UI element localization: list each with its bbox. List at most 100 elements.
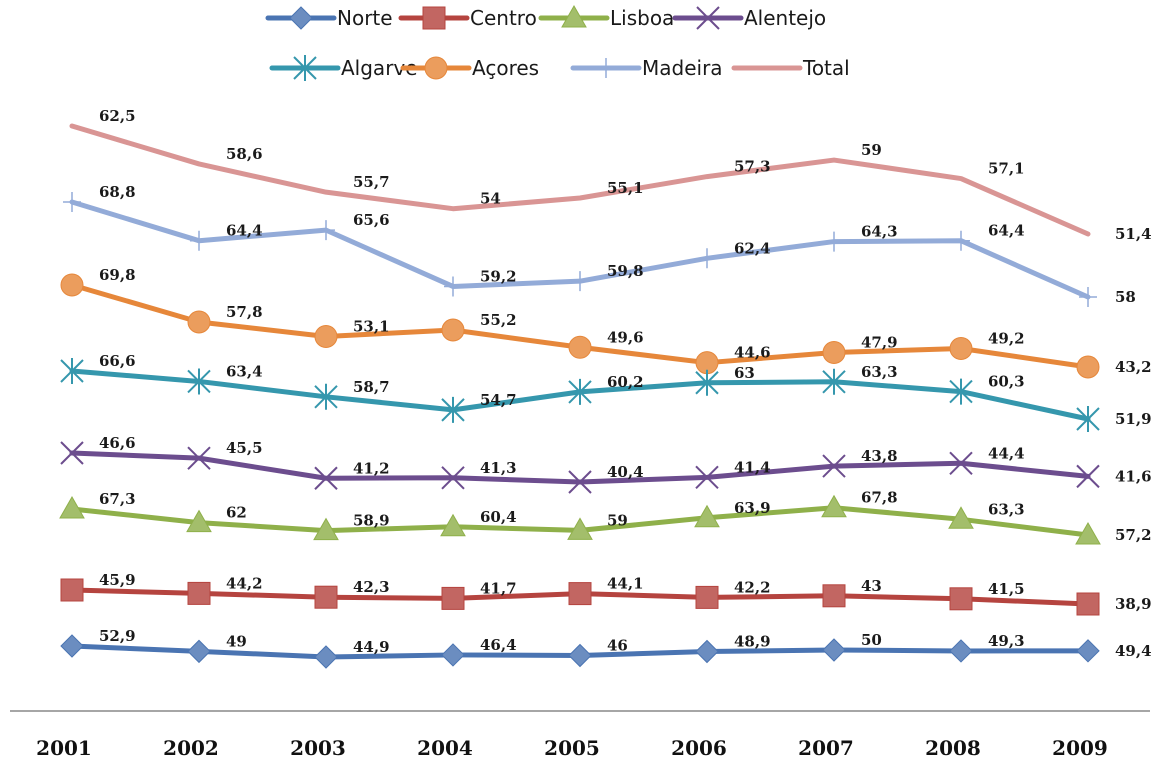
marker-norte-2006 (695, 639, 719, 664)
x-tick-label-2009: 2009 (1052, 736, 1108, 760)
data-label-centro-2004: 41,7 (480, 579, 517, 597)
marker-lisboa-2006 (694, 504, 720, 528)
data-label-centro-2003: 42,3 (353, 578, 390, 596)
data-label-madeira-2001: 68,8 (99, 183, 136, 201)
data-label-alentejo-2005: 40,4 (607, 463, 644, 481)
series-norte (60, 634, 1100, 669)
data-label-algarve-2009: 51,9 (1115, 410, 1152, 428)
legend-marker-lisboa (561, 4, 587, 28)
data-label-madeira-2008: 64,4 (988, 222, 1025, 240)
legend-label-centro: Centro (470, 6, 537, 30)
series-lisboa (59, 494, 1101, 545)
marker-madeira-2003 (317, 220, 335, 241)
data-label-norte-2005: 46 (607, 636, 628, 654)
data-label-centro-2001: 45,9 (99, 571, 136, 589)
series-algarve (60, 358, 1100, 432)
data-label-total-2008: 57,1 (988, 160, 1025, 178)
data-label-algarve-2004: 54,7 (480, 391, 517, 409)
marker-madeira-2004 (444, 276, 462, 297)
marker-centro-2001 (60, 578, 84, 602)
data-label-acores-2009: 43,2 (1115, 358, 1152, 376)
marker-norte-2008 (949, 639, 973, 663)
marker-alentejo-2006 (695, 465, 719, 490)
series-line-alentejo (69, 450, 1091, 485)
marker-lisboa-2005 (567, 517, 593, 540)
data-label-acores-2006: 44,6 (734, 344, 771, 362)
marker-algarve-2009 (1076, 406, 1100, 432)
legend-item-acores: Açores (400, 56, 539, 80)
x-tick-label-2006: 2006 (671, 736, 727, 760)
data-label-total-2007: 59 (861, 141, 882, 159)
data-label-norte-2008: 49,3 (988, 632, 1025, 650)
data-label-norte-2002: 49 (226, 632, 247, 650)
series-alentejo (60, 441, 1100, 494)
data-label-total-2009: 51,4 (1115, 225, 1152, 243)
data-label-total-2005: 55,1 (607, 179, 644, 197)
x-tick-label-2007: 2007 (798, 736, 854, 760)
data-label-lisboa-2008: 63,3 (988, 500, 1025, 518)
marker-algarve-2001 (60, 358, 84, 384)
marker-lisboa-2003 (313, 517, 339, 541)
legend-item-lisboa: Lisboa (538, 4, 674, 30)
x-tick-label-2003: 2003 (290, 736, 346, 760)
data-label-madeira-2005: 59,8 (607, 262, 644, 280)
marker-acores-2007 (822, 341, 846, 365)
marker-madeira-2001 (63, 192, 81, 212)
data-label-norte-2007: 50 (861, 631, 882, 649)
marker-norte-2007 (822, 638, 846, 662)
data-label-total-2003: 55,7 (353, 173, 390, 191)
data-label-alentejo-2004: 41,3 (480, 459, 517, 477)
data-label-centro-2005: 44,1 (607, 575, 644, 593)
legend-label-norte: Norte (337, 6, 393, 30)
marker-lisboa-2004 (440, 513, 466, 537)
data-labels-layer: 62,5 58,6 55,7 54 55,1 57,3 59 57,1 51,4 68,8 64,4… (99, 107, 1152, 660)
marker-lisboa-2009 (1075, 521, 1101, 545)
marker-algarve-2005 (568, 378, 592, 405)
data-label-alentejo-2008: 44,4 (988, 444, 1025, 462)
data-label-algarve-2006: 63 (734, 364, 755, 382)
marker-lisboa-2007 (821, 494, 847, 518)
marker-acores-2002 (187, 310, 211, 334)
marker-norte-2005 (568, 643, 592, 668)
marker-alentejo-2009 (1076, 464, 1100, 489)
legend-marker-algarve (293, 55, 317, 81)
data-label-lisboa-2003: 58,9 (353, 512, 390, 530)
data-label-total-2001: 62,5 (99, 107, 136, 125)
marker-algarve-2007 (822, 368, 846, 395)
marker-alentejo-2001 (60, 441, 84, 465)
data-label-centro-2009: 38,9 (1115, 595, 1152, 613)
data-label-acores-2005: 49,6 (607, 328, 644, 346)
data-label-alentejo-2007: 43,8 (861, 447, 898, 465)
marker-algarve-2006 (695, 369, 719, 396)
data-label-alentejo-2002: 45,5 (226, 439, 263, 457)
data-label-madeira-2006: 62,4 (734, 239, 771, 257)
data-label-norte-2003: 44,9 (353, 638, 390, 656)
legend-marker-norte (289, 6, 313, 30)
data-label-centro-2008: 41,5 (988, 580, 1025, 598)
marker-algarve-2008 (949, 378, 973, 405)
series-centro (60, 578, 1100, 616)
data-label-algarve-2002: 63,4 (226, 362, 263, 380)
marker-madeira-2009 (1079, 287, 1097, 307)
marker-algarve-2003 (314, 383, 338, 410)
legend-item-alentejo: Alentejo (672, 6, 826, 30)
data-label-norte-2006: 48,9 (734, 633, 771, 651)
marker-norte-2009 (1076, 639, 1100, 663)
chart-legend: Norte Centro Lisboa Alentejo Algarve Açores Ma… (265, 4, 850, 81)
x-tick-label-2001: 2001 (36, 736, 92, 760)
data-label-alentejo-2006: 41,4 (734, 458, 771, 476)
data-label-acores-2004: 55,2 (480, 311, 517, 329)
data-label-total-2006: 57,3 (734, 158, 771, 176)
data-label-algarve-2008: 60,3 (988, 373, 1025, 391)
marker-centro-2003 (314, 585, 338, 609)
marker-norte-2002 (187, 639, 211, 664)
legend-marker-madeira (597, 58, 615, 78)
data-label-total-2004: 54 (480, 190, 501, 208)
data-label-lisboa-2004: 60,4 (480, 508, 517, 526)
marker-centro-2008 (949, 587, 973, 611)
legend-marker-acores (424, 56, 448, 80)
legend-label-acores: Açores (472, 56, 539, 80)
legend-label-lisboa: Lisboa (610, 6, 674, 30)
data-label-madeira-2007: 64,3 (861, 223, 898, 241)
series-layer (59, 123, 1101, 669)
